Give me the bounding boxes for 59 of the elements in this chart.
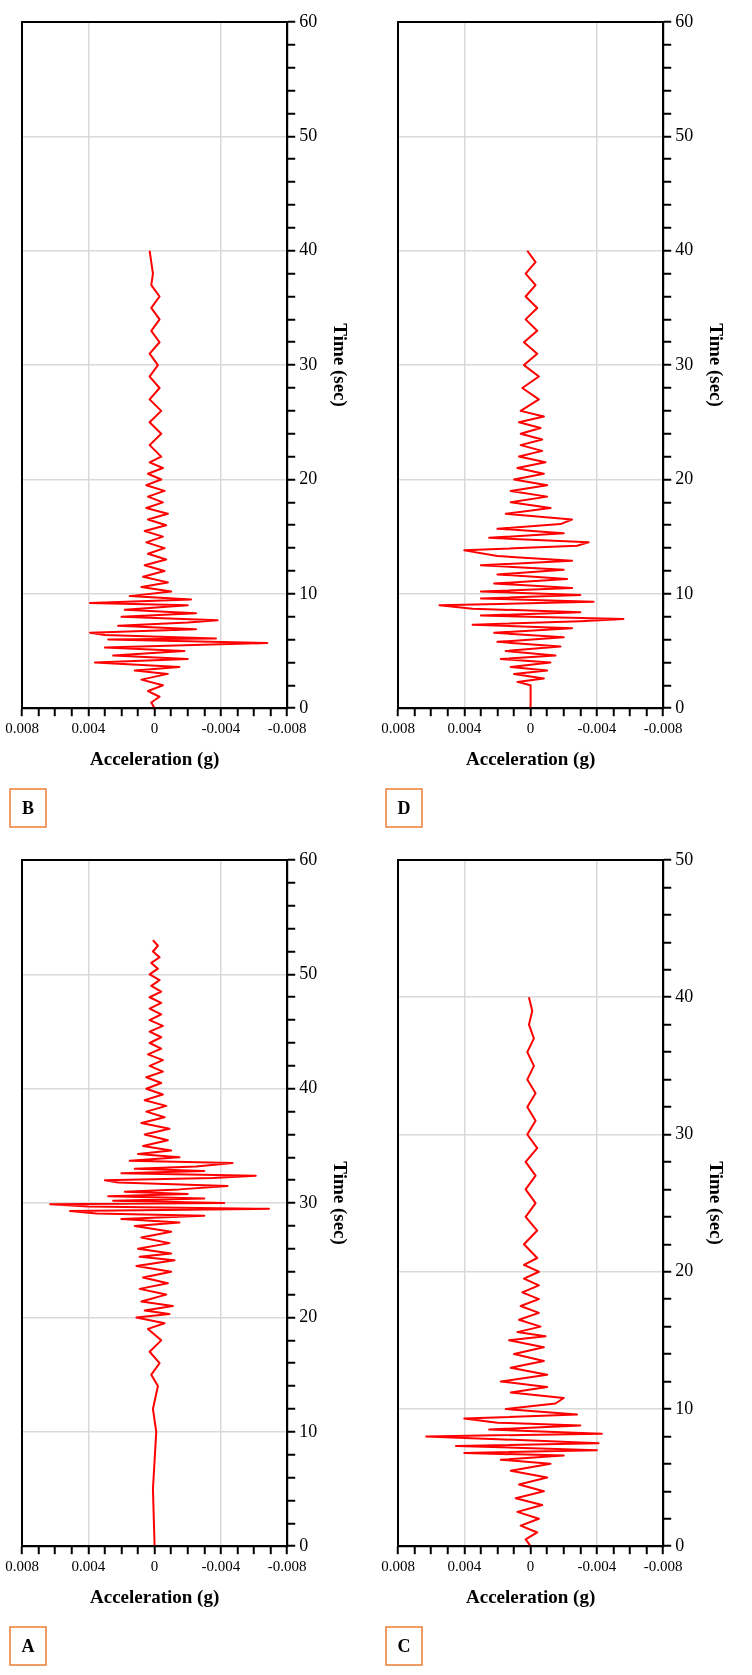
- y-tick-label: 40: [299, 239, 318, 260]
- x-tick-label: 0.004: [71, 720, 106, 737]
- y-tick-label: 60: [299, 848, 318, 869]
- x-tick-label: 0.008: [5, 1558, 39, 1575]
- y-tick-label: 0: [675, 696, 685, 717]
- y-tick-label: 10: [299, 582, 318, 603]
- x-axis-title: Acceleration (g): [465, 747, 596, 770]
- y-tick-label: 0: [299, 696, 309, 717]
- y-tick-label: 60: [299, 10, 318, 31]
- x-axis-title: Acceleration (g): [89, 1585, 220, 1608]
- x-tick-label: -0.004: [577, 720, 617, 737]
- y-tick-label: 20: [675, 1260, 694, 1281]
- x-tick-label: 0.004: [447, 1558, 482, 1575]
- y-tick-label: 30: [299, 1191, 318, 1212]
- text: B: [21, 797, 35, 818]
- x-axis-title: Acceleration (g): [465, 1585, 596, 1608]
- y-tick-label: 0: [299, 1534, 309, 1555]
- y-tick-label: 10: [675, 582, 694, 603]
- y-tick-label: 50: [675, 125, 694, 146]
- y-tick-label: 0: [675, 1534, 685, 1555]
- y-tick-label: 40: [675, 239, 694, 260]
- x-tick-label: 0: [150, 1558, 159, 1575]
- x-tick-label: -0.008: [267, 720, 307, 737]
- text: C: [397, 1635, 411, 1656]
- y-axis-title: Time (sec): [704, 323, 727, 407]
- text: A: [21, 1635, 35, 1656]
- x-tick-label: 0.008: [381, 1558, 415, 1575]
- y-tick-label: 40: [675, 985, 694, 1006]
- x-tick-label: -0.004: [201, 720, 241, 737]
- x-tick-label: 0: [150, 720, 159, 737]
- y-tick-label: 10: [299, 1420, 318, 1441]
- y-tick-label: 50: [299, 963, 318, 984]
- x-tick-label: 0.008: [381, 720, 415, 737]
- x-axis-title: Acceleration (g): [89, 747, 220, 770]
- y-tick-label: 30: [299, 353, 318, 374]
- x-tick-label: 0.004: [447, 720, 482, 737]
- text: D: [397, 797, 411, 818]
- y-tick-label: 20: [675, 468, 694, 489]
- y-tick-label: 20: [299, 1306, 318, 1327]
- y-tick-label: 30: [675, 1123, 694, 1144]
- x-tick-label: -0.004: [577, 1558, 617, 1575]
- x-tick-label: -0.008: [267, 1558, 307, 1575]
- x-tick-label: -0.004: [201, 1558, 241, 1575]
- y-tick-label: 50: [299, 125, 318, 146]
- y-axis-title: Time (sec): [704, 1161, 727, 1245]
- x-tick-label: 0: [526, 1558, 535, 1575]
- x-tick-label: 0.004: [71, 1558, 106, 1575]
- y-tick-label: 60: [675, 10, 694, 31]
- y-axis-title: Time (sec): [328, 323, 351, 407]
- y-tick-label: 10: [675, 1397, 694, 1418]
- y-axis-title: Time (sec): [328, 1161, 351, 1245]
- y-tick-label: 50: [675, 848, 694, 869]
- y-tick-label: 40: [299, 1077, 318, 1098]
- x-tick-label: -0.008: [643, 1558, 683, 1575]
- x-tick-label: 0: [526, 720, 535, 737]
- x-tick-label: -0.008: [643, 720, 683, 737]
- x-tick-label: 0.008: [5, 720, 39, 737]
- y-tick-label: 30: [675, 353, 694, 374]
- y-tick-label: 20: [299, 468, 318, 489]
